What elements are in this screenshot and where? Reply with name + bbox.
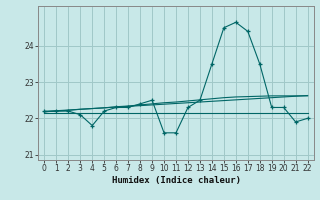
X-axis label: Humidex (Indice chaleur): Humidex (Indice chaleur) <box>111 176 241 185</box>
